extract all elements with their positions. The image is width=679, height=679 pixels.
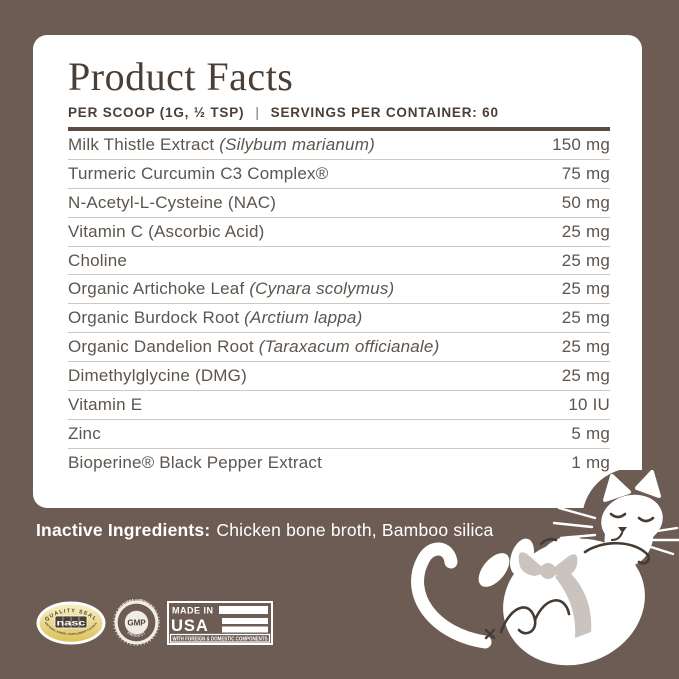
ingredient-name-text: Milk Thistle Extract <box>68 134 220 154</box>
cat-eye <box>609 512 627 519</box>
header-rule <box>68 127 610 131</box>
usa-stripe <box>222 626 268 632</box>
usa-made-in-text: MADE IN <box>172 605 214 615</box>
ingredient-amount: 50 mg <box>561 192 610 212</box>
table-row: Vitamin E 10 IU <box>68 391 610 420</box>
usa-components-text: WITH FOREIGN & DOMESTIC COMPONENTS <box>173 636 269 642</box>
seal-nasc-text: nasc <box>57 617 86 627</box>
cat-hind-paw <box>478 553 510 587</box>
usa-strip-border <box>169 633 271 643</box>
ingredient-amount: 1 mg <box>571 453 610 473</box>
product-facts-panel: Product Facts PER SCOOP (1G, ½ TSP) | SE… <box>33 35 642 508</box>
table-row: Milk Thistle Extract (Silybum marianum) … <box>68 131 610 160</box>
ingredient-name-text: Vitamin E <box>68 394 143 414</box>
ingredient-table: Milk Thistle Extract (Silybum marianum) … <box>68 131 610 478</box>
table-row: Organic Burdock Root (Arctium lappa) 25 … <box>68 304 610 334</box>
ingredient-name: Dimethylglycine (DMG) <box>68 366 247 386</box>
per-scoop-text: PER SCOOP (1G, ½ TSP) <box>68 105 245 120</box>
table-row: Choline 25 mg <box>68 247 610 276</box>
ingredient-name: Milk Thistle Extract (Silybum marianum) <box>68 135 375 155</box>
ingredient-amount: 25 mg <box>561 308 610 328</box>
table-row: Bioperine® Black Pepper Extract 1 mg <box>68 449 610 478</box>
ingredient-name: Turmeric Curcumin C3 Complex® <box>68 164 328 184</box>
ingredient-name-text: Bioperine® Black Pepper Extract <box>68 453 323 473</box>
ingredient-name-text: Choline <box>68 250 128 270</box>
ingredient-amount: 25 mg <box>561 250 610 270</box>
cat-mouth <box>610 531 624 542</box>
panel-title: Product Facts <box>68 54 294 99</box>
usa-usa-text: USA <box>171 617 209 635</box>
ingredient-amount: 25 mg <box>561 337 610 357</box>
ingredient-name: Zinc <box>68 424 101 444</box>
ingredient-latin: (Silybum marianum) <box>219 134 375 154</box>
inactive-ingredients-value: Chicken bone broth, Bamboo silica <box>216 520 494 540</box>
ingredient-name-text: Vitamin C (Ascorbic Acid) <box>68 221 265 241</box>
cat-front-paw <box>542 535 582 561</box>
serving-info: PER SCOOP (1G, ½ TSP) | SERVINGS PER CON… <box>68 105 610 120</box>
table-row: Vitamin C (Ascorbic Acid) 25 mg <box>68 218 610 247</box>
ingredient-amount: 10 IU <box>568 394 610 414</box>
cat-tail <box>411 542 492 649</box>
sleeping-cat-illustration <box>411 470 679 666</box>
ingredient-name-text: N-Acetyl-L-Cysteine (NAC) <box>68 192 277 212</box>
cat-nose <box>618 527 627 533</box>
ingredient-latin: (Arctium lappa) <box>244 308 363 328</box>
ingredient-name-text: Organic Artichoke Leaf <box>68 279 250 299</box>
table-row: Turmeric Curcumin C3 Complex® 75 mg <box>68 160 610 189</box>
ingredient-latin: (Cynara scolymus) <box>249 279 395 299</box>
ingredient-name: Vitamin C (Ascorbic Acid) <box>68 222 264 242</box>
ingredient-name: N-Acetyl-L-Cysteine (NAC) <box>68 193 276 213</box>
certification-badges: QUALITY SEAL nasc NATIONAL ANIMAL SUPPLE… <box>36 599 273 646</box>
usa-border <box>167 600 273 645</box>
usa-stripe <box>219 605 268 614</box>
inactive-ingredients-label: Inactive Ingredients: <box>36 520 211 540</box>
ingredient-amount: 5 mg <box>571 423 610 443</box>
ingredient-amount: 25 mg <box>561 366 610 386</box>
usa-stripe <box>222 617 268 624</box>
cat-leg-lines <box>499 537 650 635</box>
cat-whiskers <box>552 506 679 556</box>
ingredient-name-text: Turmeric Curcumin C3 Complex® <box>68 163 329 183</box>
ingredient-latin: (Taraxacum officianale) <box>258 337 440 357</box>
ingredient-name: Organic Burdock Root (Arctium lappa) <box>68 308 362 328</box>
inactive-ingredients: Inactive Ingredients: Chicken bone broth,… <box>36 520 493 541</box>
cat-eye <box>637 516 655 523</box>
gmp-scallop-edge <box>113 599 160 646</box>
ingredient-amount: 75 mg <box>561 163 610 183</box>
ingredient-amount: 25 mg <box>561 221 610 241</box>
cat-ear <box>635 470 661 498</box>
table-row: N-Acetyl-L-Cysteine (NAC) 50 mg <box>68 189 610 218</box>
cat-ear <box>603 474 631 502</box>
table-row: Organic Dandelion Root (Taraxacum offici… <box>68 333 610 363</box>
servings-per-container-text: SERVINGS PER CONTAINER: 60 <box>270 105 499 120</box>
table-row: Dimethylglycine (DMG) 25 mg <box>68 362 610 392</box>
divider: | <box>255 105 260 120</box>
nasc-quality-seal-icon: QUALITY SEAL nasc NATIONAL ANIMAL SUPPLE… <box>36 601 106 644</box>
ingredient-name-text: Zinc <box>68 423 101 443</box>
ingredient-amount: 25 mg <box>561 279 610 299</box>
ingredient-name-text: Organic Burdock Root <box>68 308 245 328</box>
gmp-center-text: GMP <box>127 618 146 627</box>
ingredient-name: Choline <box>68 251 127 271</box>
ingredient-amount: 150 mg <box>552 134 610 154</box>
cat-stitch-x <box>484 628 496 640</box>
gmp-center <box>124 610 149 635</box>
ingredient-name: Vitamin E <box>68 395 142 415</box>
ingredient-name: Organic Dandelion Root (Taraxacum offici… <box>68 337 439 357</box>
ingredient-name-text: Dimethylglycine (DMG) <box>68 366 247 386</box>
cat-bow <box>518 552 592 638</box>
table-row: Organic Artichoke Leaf (Cynara scolymus)… <box>68 275 610 305</box>
ingredient-name: Organic Artichoke Leaf (Cynara scolymus) <box>68 279 394 299</box>
made-in-usa-badge-icon: MADE IN USA WITH FOREIGN & DOMESTIC COMP… <box>167 600 273 645</box>
table-row: Zinc 5 mg <box>68 420 610 449</box>
gmp-seal-icon: GOOD MANUFACTURING PRACTICE PRODUCT GMP <box>113 599 160 646</box>
ingredient-name: Bioperine® Black Pepper Extract <box>68 453 322 473</box>
cat-head <box>601 494 663 546</box>
ingredient-name-text: Organic Dandelion Root <box>68 337 259 357</box>
